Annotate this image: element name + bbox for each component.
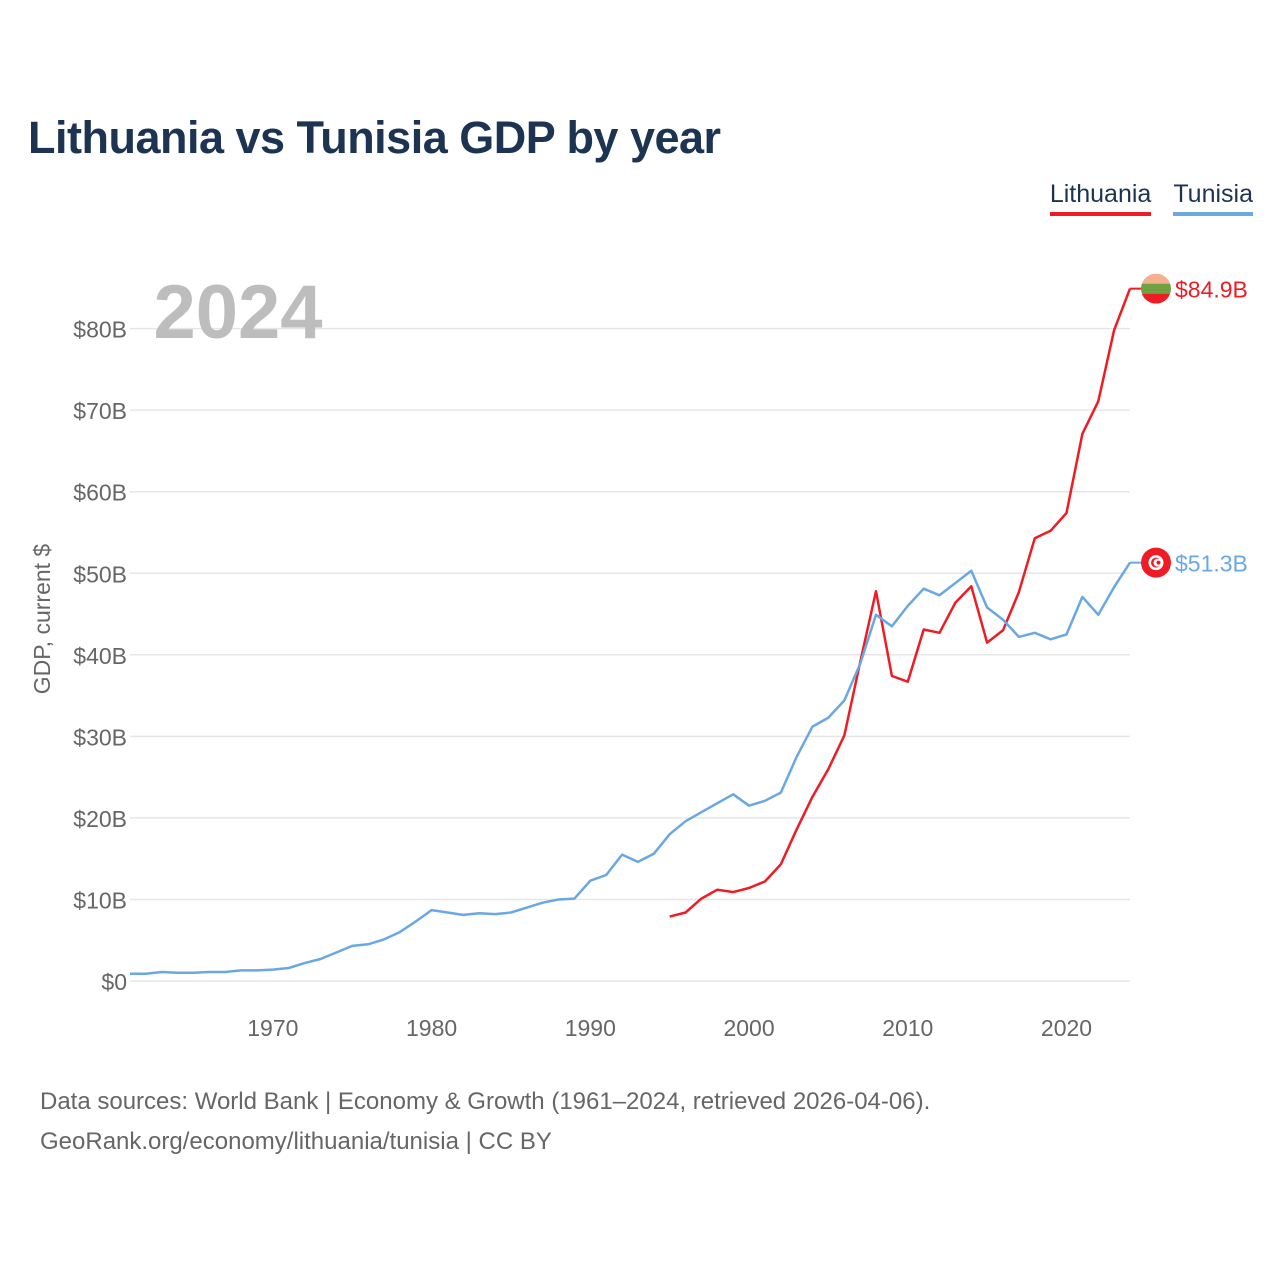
y-tick-label: $10B [73, 887, 127, 913]
y-axis: $0 $10B $20B $30B $40B $50B $60B $70B $80B [73, 317, 127, 995]
legend-item-tunisia[interactable]: Tunisia [1173, 180, 1253, 216]
tunisia-flag-icon [1141, 547, 1171, 578]
grid-layer [130, 327, 1130, 982]
x-tick-label: 1970 [247, 1015, 298, 1041]
series-line-tunisia[interactable] [130, 561, 1132, 975]
y-axis-label: GDP, current $ [29, 544, 55, 695]
x-tick-label: 2010 [882, 1015, 933, 1041]
y-tick-label: $80B [73, 317, 127, 343]
series-line-lithuania[interactable] [669, 288, 1132, 918]
end-value-label-lithuania: $84.9B [1175, 277, 1248, 303]
end-value-label-tunisia: $51.3B [1175, 551, 1248, 577]
legend: Lithuania Tunisia [1049, 180, 1253, 216]
x-axis: 1970 1980 1990 2000 2010 2020 [247, 1015, 1092, 1041]
x-tick-label: 2020 [1041, 1015, 1092, 1041]
y-tick-label: $0 [101, 969, 127, 995]
y-tick-label: $30B [73, 724, 127, 750]
footer-sources: Data sources: World Bank | Economy & Gro… [40, 1088, 931, 1115]
series-layer: $84.9B $51.3B [130, 273, 1248, 975]
footer-credit[interactable]: GeoRank.org/economy/lithuania/tunisia | … [40, 1128, 552, 1155]
x-tick-label: 1980 [406, 1015, 457, 1041]
footer: Data sources: World Bank | Economy & Gro… [40, 1082, 930, 1162]
x-tick-label: 2000 [723, 1015, 774, 1041]
legend-item-lithuania[interactable]: Lithuania [1049, 180, 1152, 216]
y-tick-label: $60B [73, 480, 127, 506]
y-tick-label: $20B [73, 806, 127, 832]
x-tick-label: 1990 [565, 1015, 616, 1041]
chart-title: Lithuania vs Tunisia GDP by year [28, 112, 721, 163]
lithuania-flag-icon [1141, 273, 1171, 304]
y-tick-label: $50B [73, 561, 127, 587]
year-watermark: 2024 [153, 270, 322, 355]
gdp-line-chart: 2024 $0$10B$20B$30B$40B$50B$60B$70B$80B … [29, 270, 1248, 1041]
y-tick-label: $40B [73, 643, 127, 669]
y-tick-label: $70B [73, 398, 127, 424]
